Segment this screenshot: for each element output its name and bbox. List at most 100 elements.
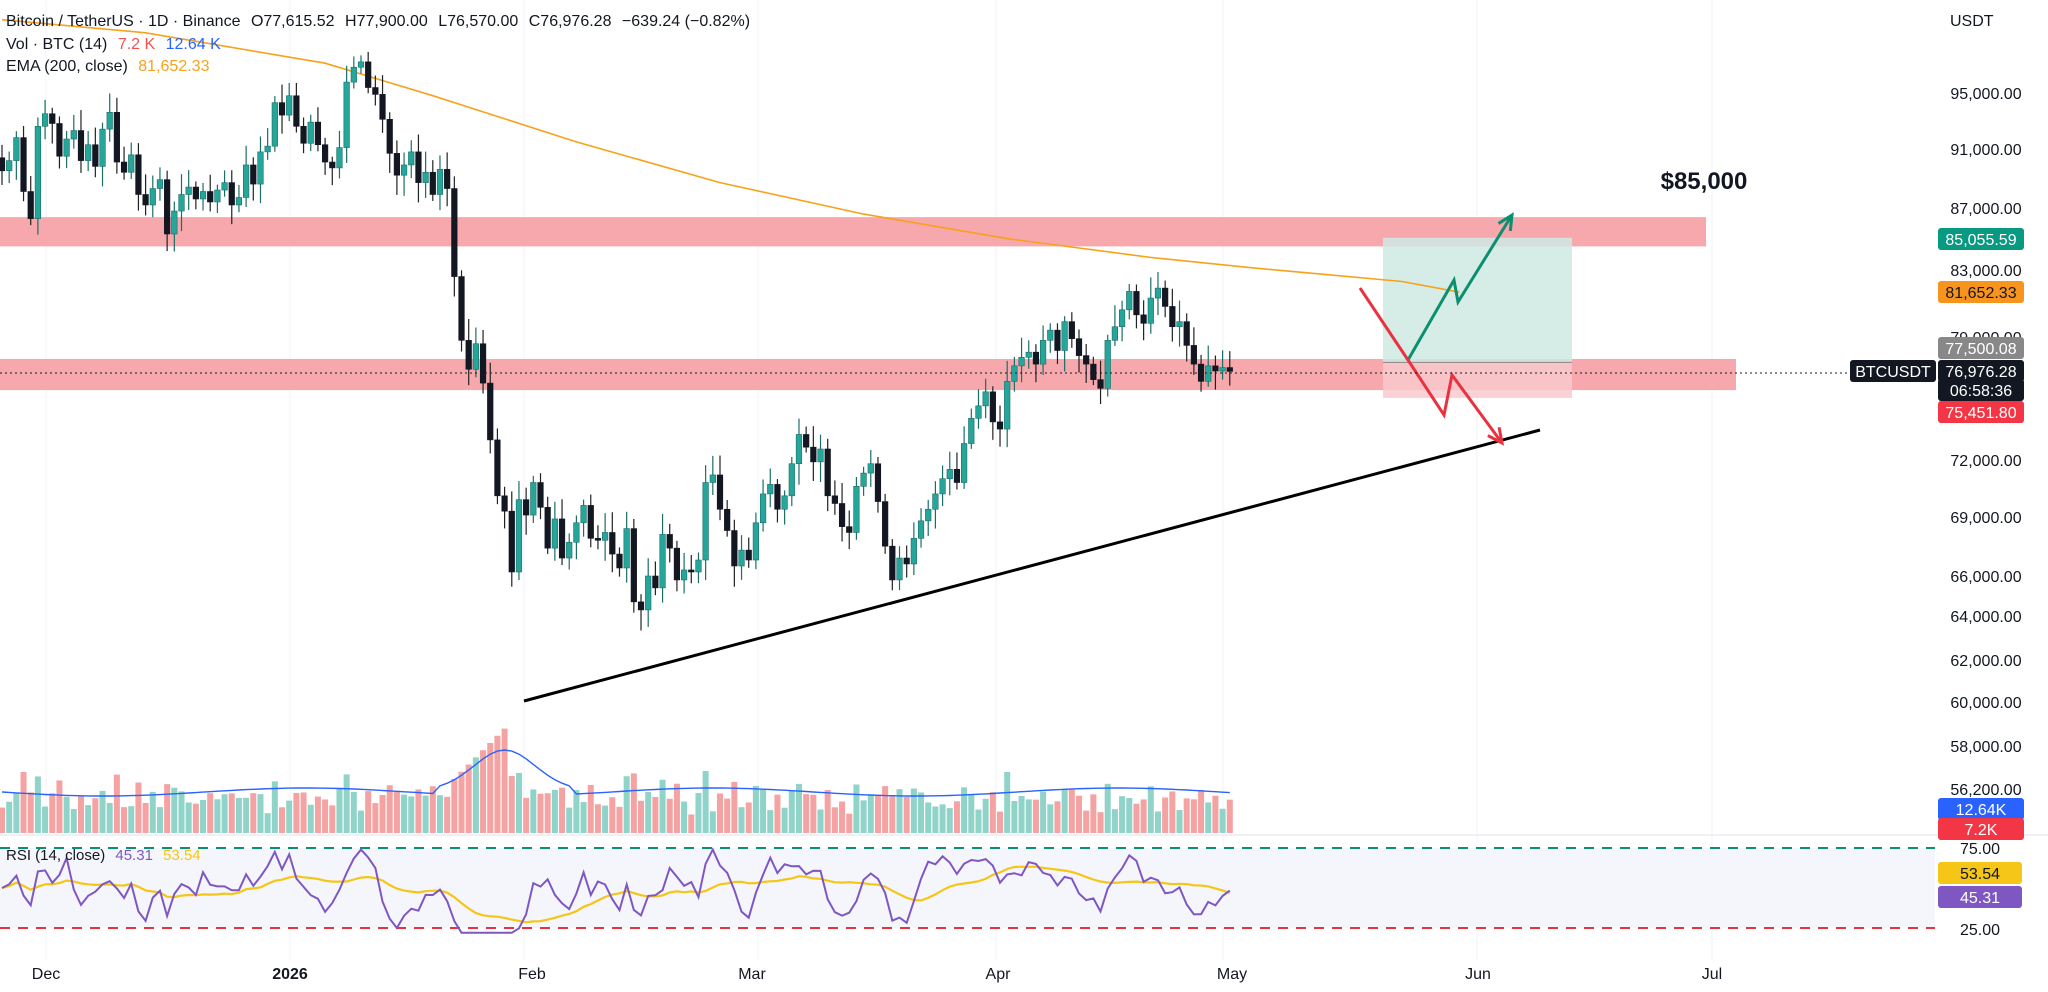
long-position-tool[interactable]	[1383, 237, 1572, 398]
candle	[257, 136, 264, 204]
candle-body	[314, 121, 322, 146]
candle-body	[1061, 321, 1068, 351]
bullish-arrow-head	[1497, 212, 1514, 232]
candle-body	[939, 478, 946, 495]
stop-badge: 75,451.80	[1938, 401, 2024, 423]
candle-body	[135, 154, 142, 195]
candle	[752, 512, 759, 570]
candle	[1032, 344, 1040, 383]
volume-bar	[918, 792, 925, 833]
candle-body	[982, 391, 989, 407]
price-tick: 64,000.00	[1950, 609, 2021, 626]
candle	[989, 386, 996, 440]
candle-body	[27, 191, 34, 219]
candle-body	[257, 151, 264, 185]
candle	[171, 201, 178, 252]
candle	[882, 493, 889, 554]
volume-bar	[889, 796, 896, 833]
candle	[214, 184, 221, 213]
ascending-trendline[interactable]	[523, 428, 1541, 703]
rsi-ma-badge-text: 53.54	[1960, 866, 2000, 883]
candle	[738, 535, 745, 580]
volume-bar	[537, 793, 544, 833]
price-tick: 95,000.00	[1950, 86, 2021, 103]
ema-legend[interactable]: EMA (200, close) 81,652.33	[6, 57, 215, 77]
candle	[1047, 323, 1054, 353]
volume-legend[interactable]: Vol · BTC (14) 7.2 K 12.64 K	[6, 35, 227, 55]
ema-label: EMA (200, close)	[6, 58, 128, 75]
candle	[458, 270, 465, 352]
time-axis[interactable]: Dec 2026 Feb Mar Apr May Jun Jul	[32, 966, 1722, 983]
ema-badge-text: 81,652.33	[1945, 285, 2016, 302]
candle-body	[1219, 367, 1226, 372]
candle-body	[917, 520, 925, 539]
candle	[1140, 300, 1147, 341]
candle-body	[1118, 309, 1126, 328]
candle-body	[867, 463, 874, 474]
candle-body	[1147, 297, 1154, 324]
candle-body	[860, 472, 867, 487]
volume-bar	[494, 735, 501, 833]
volume-ma-value: 12.64 K	[165, 36, 221, 53]
time-tick: Jun	[1465, 966, 1491, 983]
volume-bars	[0, 728, 1233, 833]
volume-bar	[824, 790, 831, 833]
candle	[1226, 351, 1233, 386]
ohlc-change: −639.24 (−0.82%)	[621, 13, 751, 30]
volume-bar	[1104, 783, 1111, 833]
candle	[939, 465, 946, 507]
volume-bar	[645, 792, 652, 833]
volume-bar	[1147, 786, 1154, 833]
volume-bar	[465, 764, 472, 833]
volume-bar	[228, 793, 235, 833]
candle-body	[120, 161, 128, 173]
candle-body	[164, 179, 171, 235]
volume-bar	[752, 785, 759, 833]
candle	[645, 558, 652, 627]
candle	[178, 174, 185, 232]
currency-label[interactable]: USDT	[1950, 13, 1994, 30]
bullish-arrow	[1406, 212, 1514, 361]
symbol-legend[interactable]: Bitcoin / TetherUS · 1D · Binance O77,61…	[6, 12, 756, 32]
candle-body	[724, 508, 731, 531]
candle-body	[1111, 326, 1118, 341]
volume-bar	[429, 786, 436, 833]
candle-body	[1133, 291, 1140, 316]
scenario-arrows[interactable]	[1358, 212, 1514, 446]
volume-bar	[106, 802, 113, 833]
volume-bar	[925, 802, 932, 833]
rsi-legend[interactable]: RSI (14, close) 45.31 53.54	[6, 846, 207, 866]
candle-body	[171, 210, 178, 235]
candle-body	[1097, 379, 1104, 389]
volume-bar	[609, 797, 616, 833]
price-tick: 60,000.00	[1950, 695, 2021, 712]
candle	[113, 97, 120, 174]
candle-body	[207, 191, 214, 203]
candle-body	[602, 532, 609, 541]
candle	[1183, 313, 1190, 362]
candle-body	[824, 448, 831, 497]
volume-bar	[322, 799, 329, 833]
candle	[587, 494, 594, 548]
candle-body	[185, 186, 192, 195]
volume-bar	[846, 813, 853, 833]
volume-bar	[681, 801, 688, 833]
target-badge-bg	[1938, 228, 2024, 250]
candle-body	[479, 343, 487, 384]
ohlc-high: H77,900.00	[345, 13, 428, 30]
candle	[479, 329, 487, 394]
candle	[1111, 305, 1118, 346]
volume-bar	[515, 772, 522, 833]
candle	[286, 82, 293, 122]
symbol-title[interactable]: Bitcoin / TetherUS · 1D · Binance	[6, 13, 241, 30]
candle-body	[1025, 351, 1032, 358]
candle	[436, 155, 444, 211]
candle	[1075, 329, 1083, 373]
volume-bar	[178, 791, 185, 833]
candle	[372, 75, 379, 106]
candle-body	[13, 137, 20, 161]
volume-bar	[307, 804, 314, 833]
candle-body	[34, 126, 41, 219]
candle	[199, 182, 207, 211]
